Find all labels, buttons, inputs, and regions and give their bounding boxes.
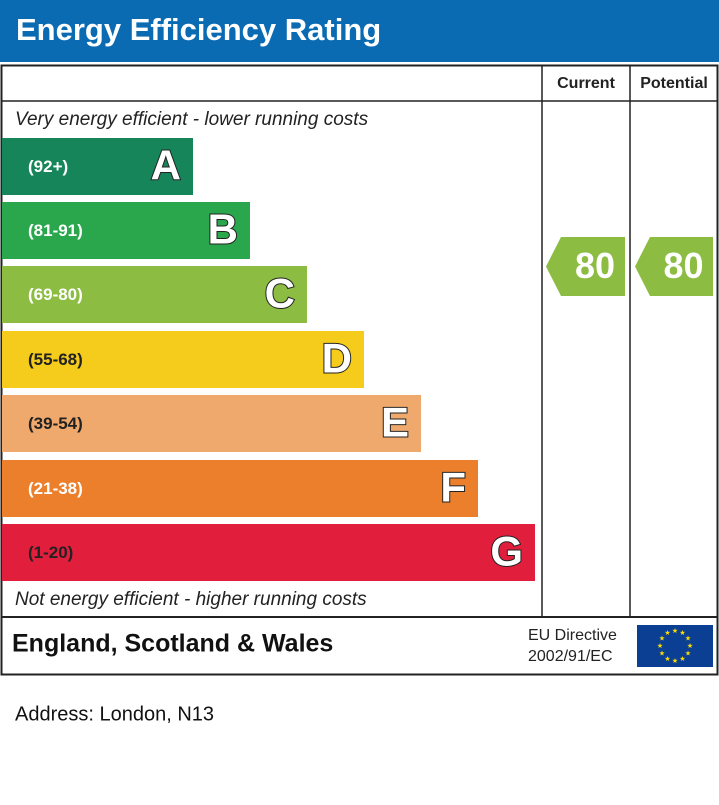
eu-star: ★ xyxy=(672,627,678,635)
band-bar xyxy=(2,331,364,388)
eu-star: ★ xyxy=(672,657,678,665)
band-bar xyxy=(2,395,421,452)
current-arrow xyxy=(546,237,625,296)
band-range: (81-91) xyxy=(28,221,83,240)
band-bar xyxy=(2,202,250,259)
eu-star: ★ xyxy=(659,649,665,657)
potential-header: Potential xyxy=(640,75,708,92)
band-bar xyxy=(2,138,193,195)
eu-star: ★ xyxy=(685,649,691,657)
eu-star: ★ xyxy=(664,655,670,663)
current-header: Current xyxy=(557,75,615,92)
region: England, Scotland & Wales xyxy=(12,630,333,658)
band-letter: G xyxy=(490,528,523,575)
band-bar xyxy=(2,266,307,323)
band-letter: F xyxy=(440,464,466,511)
eu-stars: ★ ★★★★★★★★★★★ xyxy=(657,627,693,665)
potential-arrow xyxy=(635,237,713,296)
band-range: (39-54) xyxy=(28,414,83,433)
band-range: (92+) xyxy=(28,157,68,176)
header-bar xyxy=(0,0,719,62)
band-bar xyxy=(2,460,478,517)
band-letter: D xyxy=(322,335,352,382)
eu-star: ★ xyxy=(685,634,691,642)
band-range: (69-80) xyxy=(28,285,83,304)
band-bar xyxy=(2,524,535,581)
top-note: Very energy efficient - lower running co… xyxy=(15,109,369,130)
directive: 2002/91/EC xyxy=(528,648,613,665)
current-value: 80 xyxy=(575,245,615,286)
eu-star: ★ xyxy=(664,629,670,637)
band-letter: E xyxy=(381,399,409,446)
frame xyxy=(0,64,719,676)
band-letter: A xyxy=(151,142,181,189)
directive: EU Directive xyxy=(528,627,617,644)
band-letter: B xyxy=(208,206,238,253)
eu-star: ★ xyxy=(679,629,685,637)
eu-star: ★ xyxy=(679,655,685,663)
band-range: (21-38) xyxy=(28,479,83,498)
band-range: (55-68) xyxy=(28,350,83,369)
eu-flag xyxy=(637,625,713,667)
eu-star: ★ xyxy=(657,642,663,650)
bottom-note: Not energy efficient - higher running co… xyxy=(15,589,367,610)
band-letter: C xyxy=(265,270,295,317)
address: Address: London, N13 xyxy=(15,703,214,725)
eu-star: ★ xyxy=(687,642,693,650)
eu-star: ★ xyxy=(659,634,665,642)
potential-value: 80 xyxy=(663,245,703,286)
title: Energy Efficiency Rating xyxy=(16,12,381,47)
band-range: (1-20) xyxy=(28,543,73,562)
